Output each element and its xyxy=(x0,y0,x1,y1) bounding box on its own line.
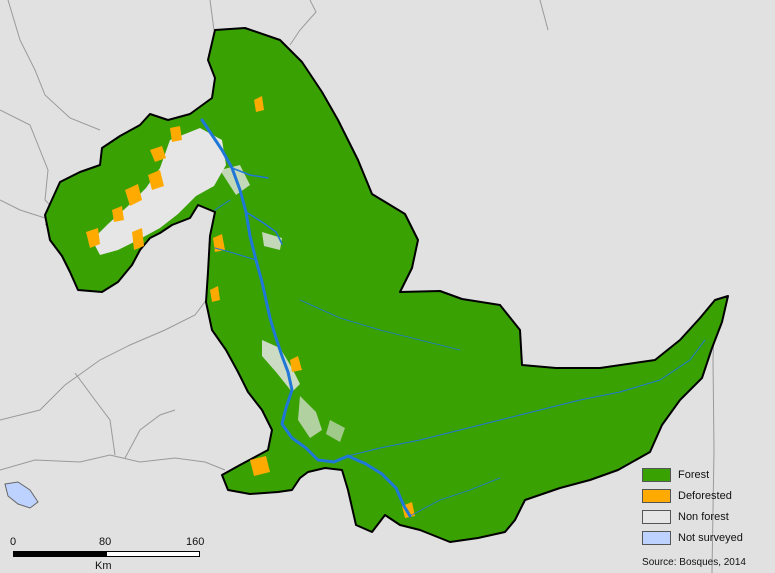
scale-tick: 160 xyxy=(186,536,205,548)
legend-swatch-forest xyxy=(642,468,671,482)
rivers xyxy=(200,118,706,518)
scale-segment-white xyxy=(106,551,200,557)
legend-swatch-non-forest xyxy=(642,510,671,524)
forest-region xyxy=(44,27,729,543)
lake xyxy=(4,481,39,509)
map-legend: Forest Deforested Non forest Not surveye… xyxy=(642,468,768,552)
scale-segment-black xyxy=(13,551,107,557)
legend-label: Forest xyxy=(678,469,710,481)
admin-boundaries xyxy=(0,0,716,573)
legend-item-not-surveyed: Not surveyed xyxy=(642,531,768,552)
source-credit: Source: Bosques, 2014 xyxy=(642,557,746,568)
legend-swatch-not-surveyed xyxy=(642,531,671,545)
scale-tick: 80 xyxy=(99,536,112,548)
scale-bar: 0 80 160 Km xyxy=(8,536,208,572)
deforested-areas xyxy=(86,96,415,518)
legend-swatch-deforested xyxy=(642,489,671,503)
legend-label: Not surveyed xyxy=(678,532,743,544)
legend-label: Deforested xyxy=(678,490,732,502)
legend-item-forest: Forest xyxy=(642,468,768,489)
legend-label: Non forest xyxy=(678,511,729,523)
scale-tick: 0 xyxy=(10,536,17,548)
legend-item-non-forest: Non forest xyxy=(642,510,768,531)
scale-unit: Km xyxy=(95,560,112,572)
legend-item-deforested: Deforested xyxy=(642,489,768,510)
